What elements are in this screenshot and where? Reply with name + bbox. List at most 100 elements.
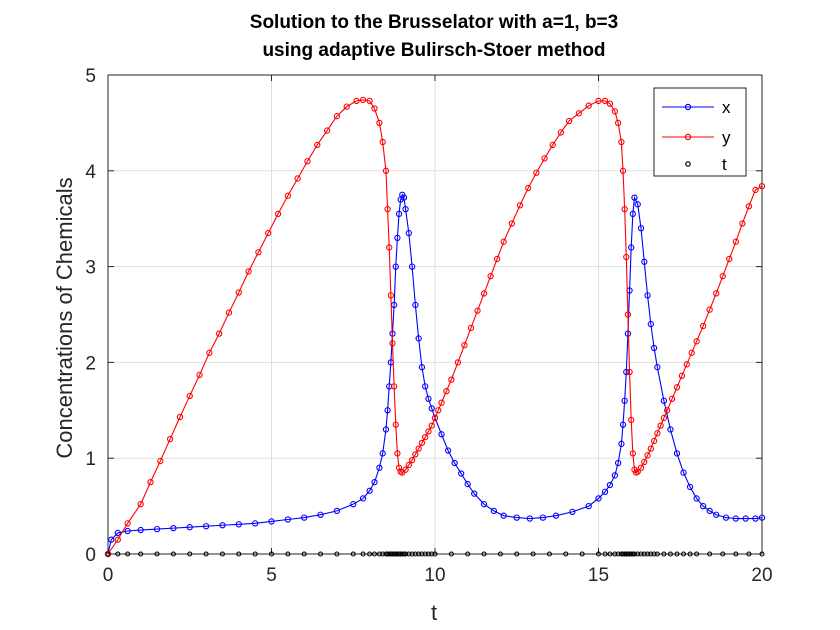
data-point-t [383, 551, 389, 557]
data-point-x [752, 515, 759, 522]
data-point-t [618, 551, 624, 557]
title-line-1: Solution to the Brusselator with a=1, b=… [250, 12, 618, 33]
data-point-x [706, 507, 713, 515]
data-point-t [301, 551, 307, 557]
data-point-x [376, 464, 383, 471]
data-point-t [388, 551, 394, 557]
data-point-x [601, 488, 609, 495]
data-point-x [618, 440, 625, 447]
data-point-x [539, 514, 547, 521]
data-point-t [615, 551, 621, 557]
data-point-y [176, 413, 184, 421]
series-t [105, 551, 765, 557]
data-point-t [620, 551, 626, 557]
data-point-x [680, 469, 687, 476]
legend-item-x: x [662, 98, 731, 117]
data-point-t [406, 551, 412, 557]
data-point-t [360, 551, 366, 557]
data-point-t [694, 551, 700, 557]
data-point-t [530, 551, 536, 557]
data-point-x [623, 368, 630, 376]
data-point-t [219, 551, 225, 557]
data-point-x [451, 459, 458, 467]
data-point-x [359, 495, 367, 502]
data-point-t [497, 551, 503, 557]
data-point-y [533, 169, 540, 176]
data-point-t [631, 551, 638, 557]
data-point-y [699, 322, 707, 330]
data-point-x [301, 514, 308, 521]
data-point-y [752, 186, 759, 194]
data-point-t [759, 551, 765, 557]
data-point-x [114, 529, 121, 537]
data-point-x [317, 511, 324, 518]
data-point-y [525, 184, 532, 192]
data-point-t [674, 551, 680, 557]
data-point-t [644, 551, 651, 557]
data-point-y [265, 229, 272, 237]
data-point-y [557, 129, 565, 136]
data-point-y [461, 342, 468, 349]
data-point-x [673, 450, 681, 457]
data-point-t [579, 551, 585, 557]
data-point-x [699, 502, 707, 510]
data-point-t [389, 551, 396, 557]
data-point-x [384, 407, 391, 414]
data-point-t [138, 551, 144, 557]
data-point-x [235, 521, 242, 528]
data-point-y [668, 395, 676, 402]
data-point-y [124, 520, 131, 527]
data-point-y [637, 464, 645, 471]
data-point-y [660, 414, 668, 422]
data-point-y [392, 421, 399, 428]
data-point-x [552, 512, 560, 519]
data-point-x [660, 397, 668, 404]
data-point-x [634, 201, 641, 208]
data-point-y [549, 141, 556, 149]
data-point-y [147, 478, 154, 486]
data-point-y [294, 175, 301, 182]
data-point-y [448, 376, 455, 383]
data-point-y [382, 167, 390, 174]
data-point-t [334, 551, 340, 557]
chart-title: Solution to the Brusselator with a=1, b=… [250, 12, 618, 61]
data-point-y [166, 435, 174, 443]
data-point-t [648, 551, 654, 557]
data-point-t [394, 551, 400, 557]
data-point-t [398, 551, 404, 557]
data-point-x [621, 397, 628, 404]
series-line-x [107, 193, 763, 555]
data-point-y [541, 155, 548, 162]
data-point-x [350, 501, 357, 508]
data-point-y [366, 97, 373, 105]
data-point-y [395, 464, 403, 471]
data-point-x [402, 205, 409, 213]
data-point-y [657, 422, 664, 429]
data-point-y [644, 452, 651, 459]
data-point-y [575, 110, 583, 117]
data-point-t [403, 551, 409, 557]
data-point-x [412, 301, 419, 309]
data-point-t [687, 551, 693, 557]
data-point-y [474, 307, 481, 314]
data-point-y [626, 368, 633, 376]
data-point-y [343, 103, 350, 110]
data-point-x [422, 383, 429, 390]
data-point-x [395, 210, 403, 218]
data-point-x [438, 431, 445, 438]
data-point-x [219, 522, 226, 529]
legend-label-y: y [722, 128, 731, 147]
data-point-y [435, 407, 442, 414]
data-point-t [432, 551, 438, 557]
data-point-y [758, 182, 766, 190]
data-point-t [380, 551, 386, 557]
data-point-y [678, 372, 686, 379]
data-point-y [732, 238, 739, 245]
data-point-y [493, 255, 501, 263]
data-point-t [733, 551, 739, 557]
data-point-y [314, 141, 321, 149]
data-point-x [394, 234, 401, 242]
data-point-t [746, 551, 752, 557]
y-axis-label: Concentrations of Chemicals [52, 177, 77, 458]
